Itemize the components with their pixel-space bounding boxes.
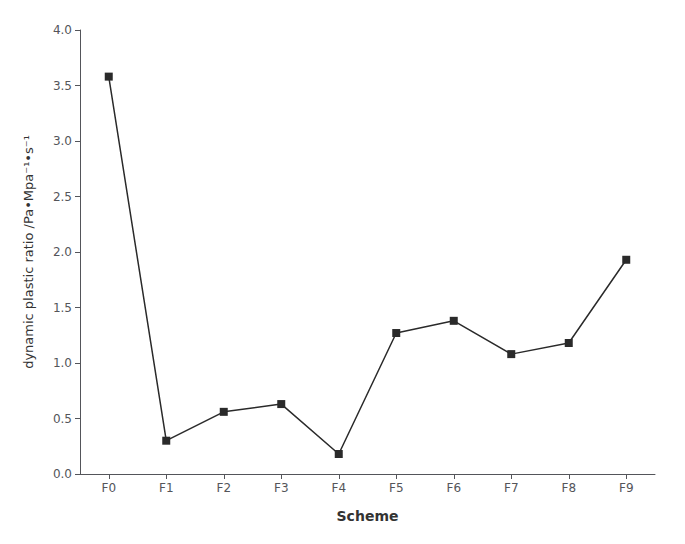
svg-text:Scheme: Scheme	[337, 508, 399, 524]
svg-text:3.5: 3.5	[53, 79, 72, 93]
svg-text:F0: F0	[101, 481, 116, 495]
svg-text:F9: F9	[619, 481, 634, 495]
svg-text:F5: F5	[389, 481, 404, 495]
svg-text:0.5: 0.5	[53, 412, 72, 426]
svg-text:4.0: 4.0	[53, 23, 72, 37]
svg-text:F3: F3	[274, 481, 289, 495]
svg-text:F1: F1	[159, 481, 174, 495]
svg-text:F6: F6	[446, 481, 461, 495]
svg-text:1.0: 1.0	[53, 356, 72, 370]
svg-text:dynamic plastic ratio /Pa•Mpa⁻: dynamic plastic ratio /Pa•Mpa⁻¹•s⁻¹	[21, 135, 36, 369]
svg-text:F8: F8	[561, 481, 576, 495]
svg-text:F4: F4	[331, 481, 346, 495]
svg-text:F7: F7	[504, 481, 519, 495]
svg-text:3.0: 3.0	[53, 134, 72, 148]
svg-text:1.5: 1.5	[53, 301, 72, 315]
svg-text:2.5: 2.5	[53, 190, 72, 204]
svg-text:2.0: 2.0	[53, 245, 72, 259]
svg-text:F2: F2	[216, 481, 231, 495]
svg-text:0.0: 0.0	[53, 467, 72, 481]
